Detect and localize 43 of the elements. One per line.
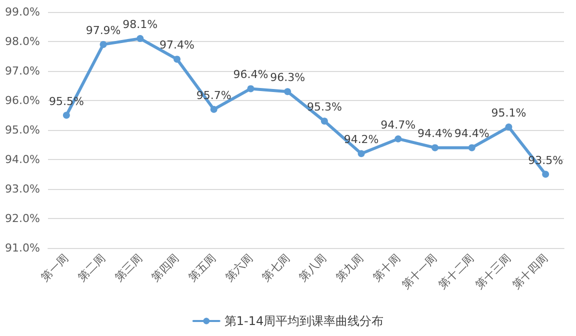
y-tick-label: 95.0%: [5, 124, 40, 136]
point: [320, 118, 328, 125]
data-label: 94.7%: [380, 118, 416, 132]
point: [284, 88, 292, 96]
y-tick-label: 96.0%: [5, 94, 40, 107]
point: [432, 144, 438, 152]
y-tick-label: 99.0%: [5, 6, 40, 18]
point: [394, 135, 402, 142]
y-tick-label: 94.0%: [5, 153, 40, 166]
point: [358, 150, 365, 158]
point: [62, 112, 70, 119]
y-tick-label: 98.0%: [5, 35, 40, 48]
x-tick-label: 第三周: [112, 251, 145, 284]
data-label: 95.1%: [491, 106, 526, 120]
x-tick-label: 第六周: [222, 251, 256, 284]
point: [136, 35, 144, 42]
point: [505, 124, 512, 131]
point: [247, 85, 254, 92]
x-tick-label: 第四周: [149, 251, 182, 284]
x-tick-label: 第五周: [186, 251, 218, 284]
data-label: 96.4%: [233, 68, 268, 82]
data-label: 97.9%: [86, 24, 121, 37]
x-tick-label: 第一周: [38, 251, 72, 284]
point: [174, 56, 180, 63]
data-label: 94.4%: [454, 127, 490, 140]
data-label: 95.3%: [306, 100, 342, 114]
x-tick-label: 第九周: [333, 251, 366, 284]
data-label: 94.4%: [418, 127, 452, 140]
point: [100, 40, 107, 48]
legend-label: 第1-14周平均到课率曲线分布: [224, 314, 384, 328]
y-tick-label: 93.0%: [5, 182, 40, 196]
y-tick-label: 97.0%: [5, 64, 40, 78]
y-tick-label: 92.0%: [5, 212, 40, 225]
data-label: 96.3%: [270, 71, 306, 84]
point: [542, 170, 550, 178]
y-tick-label: 91.0%: [5, 242, 40, 254]
data-label: 98.1%: [122, 18, 158, 32]
x-tick-label: 第八周: [296, 251, 330, 284]
x-tick-label: 第二周: [75, 251, 108, 284]
point: [210, 106, 218, 113]
data-label: 97.4%: [160, 38, 194, 52]
point: [468, 144, 476, 152]
x-tick-label: 第七周: [260, 251, 292, 284]
